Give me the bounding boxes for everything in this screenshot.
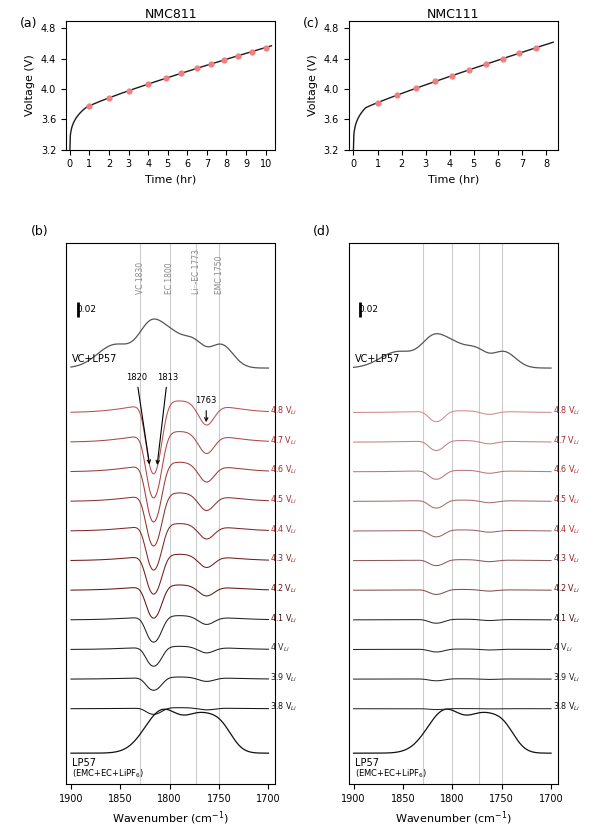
- Text: 4 V$_{Li}$: 4 V$_{Li}$: [270, 642, 290, 654]
- Text: 4.1 V$_{Li}$: 4.1 V$_{Li}$: [270, 612, 298, 624]
- Text: 0.02: 0.02: [76, 305, 96, 314]
- Y-axis label: Voltage (V): Voltage (V): [25, 54, 35, 116]
- Text: 4.4 V$_{Li}$: 4.4 V$_{Li}$: [553, 523, 580, 535]
- Text: (b): (b): [31, 225, 48, 238]
- Text: 4.7 V$_{Li}$: 4.7 V$_{Li}$: [553, 434, 580, 447]
- Text: 4.6 V$_{Li}$: 4.6 V$_{Li}$: [553, 464, 580, 476]
- Text: 0.02: 0.02: [359, 305, 379, 314]
- Text: (a): (a): [20, 17, 37, 30]
- Y-axis label: Voltage (V): Voltage (V): [308, 54, 318, 116]
- Text: (c): (c): [302, 17, 319, 30]
- Text: (EMC+EC+LiPF$_6$): (EMC+EC+LiPF$_6$): [72, 768, 144, 780]
- Text: 4.3 V$_{Li}$: 4.3 V$_{Li}$: [270, 553, 298, 565]
- X-axis label: Wavenumber (cm$^{-1}$): Wavenumber (cm$^{-1}$): [395, 809, 512, 828]
- Text: 4.6 V$_{Li}$: 4.6 V$_{Li}$: [270, 464, 298, 476]
- Text: VC+LP57: VC+LP57: [72, 354, 118, 364]
- Text: 4.5 V$_{Li}$: 4.5 V$_{Li}$: [270, 494, 298, 506]
- Text: EMC 1750: EMC 1750: [215, 256, 224, 294]
- Text: 1820: 1820: [126, 373, 151, 463]
- X-axis label: Time (hr): Time (hr): [428, 175, 479, 185]
- Text: 4.8 V$_{Li}$: 4.8 V$_{Li}$: [270, 405, 297, 417]
- Text: 1763: 1763: [196, 396, 217, 421]
- Text: LP57: LP57: [72, 758, 96, 768]
- Text: 4.2 V$_{Li}$: 4.2 V$_{Li}$: [270, 583, 297, 595]
- Text: 4.2 V$_{Li}$: 4.2 V$_{Li}$: [553, 583, 580, 595]
- Text: 3.8 V$_{Li}$: 3.8 V$_{Li}$: [270, 701, 297, 714]
- X-axis label: Wavenumber (cm$^{-1}$): Wavenumber (cm$^{-1}$): [112, 809, 229, 828]
- Text: (EMC+EC+LiPF$_6$): (EMC+EC+LiPF$_6$): [355, 768, 427, 780]
- Text: Li⁻-EC 1773: Li⁻-EC 1773: [192, 249, 201, 294]
- Text: VC 1830: VC 1830: [136, 262, 145, 294]
- Text: 4.5 V$_{Li}$: 4.5 V$_{Li}$: [553, 494, 580, 506]
- Text: EC 1800: EC 1800: [165, 262, 174, 294]
- Text: 3.8 V$_{Li}$: 3.8 V$_{Li}$: [553, 701, 580, 714]
- Text: 4.1 V$_{Li}$: 4.1 V$_{Li}$: [553, 612, 580, 624]
- Title: NMC111: NMC111: [427, 7, 479, 21]
- Title: NMC811: NMC811: [145, 7, 197, 21]
- Text: 4.3 V$_{Li}$: 4.3 V$_{Li}$: [553, 553, 580, 565]
- Text: 3.9 V$_{Li}$: 3.9 V$_{Li}$: [270, 671, 298, 684]
- Text: 4.8 V$_{Li}$: 4.8 V$_{Li}$: [553, 405, 580, 417]
- Text: 4.7 V$_{Li}$: 4.7 V$_{Li}$: [270, 434, 297, 447]
- Text: 1813: 1813: [156, 373, 178, 464]
- Text: VC+LP57: VC+LP57: [355, 354, 400, 364]
- Text: 4 V$_{Li}$: 4 V$_{Li}$: [553, 642, 572, 654]
- Text: 3.9 V$_{Li}$: 3.9 V$_{Li}$: [553, 671, 580, 684]
- Text: (d): (d): [313, 225, 331, 238]
- Text: 4.4 V$_{Li}$: 4.4 V$_{Li}$: [270, 523, 298, 535]
- X-axis label: Time (hr): Time (hr): [145, 175, 196, 185]
- Text: LP57: LP57: [355, 758, 379, 768]
